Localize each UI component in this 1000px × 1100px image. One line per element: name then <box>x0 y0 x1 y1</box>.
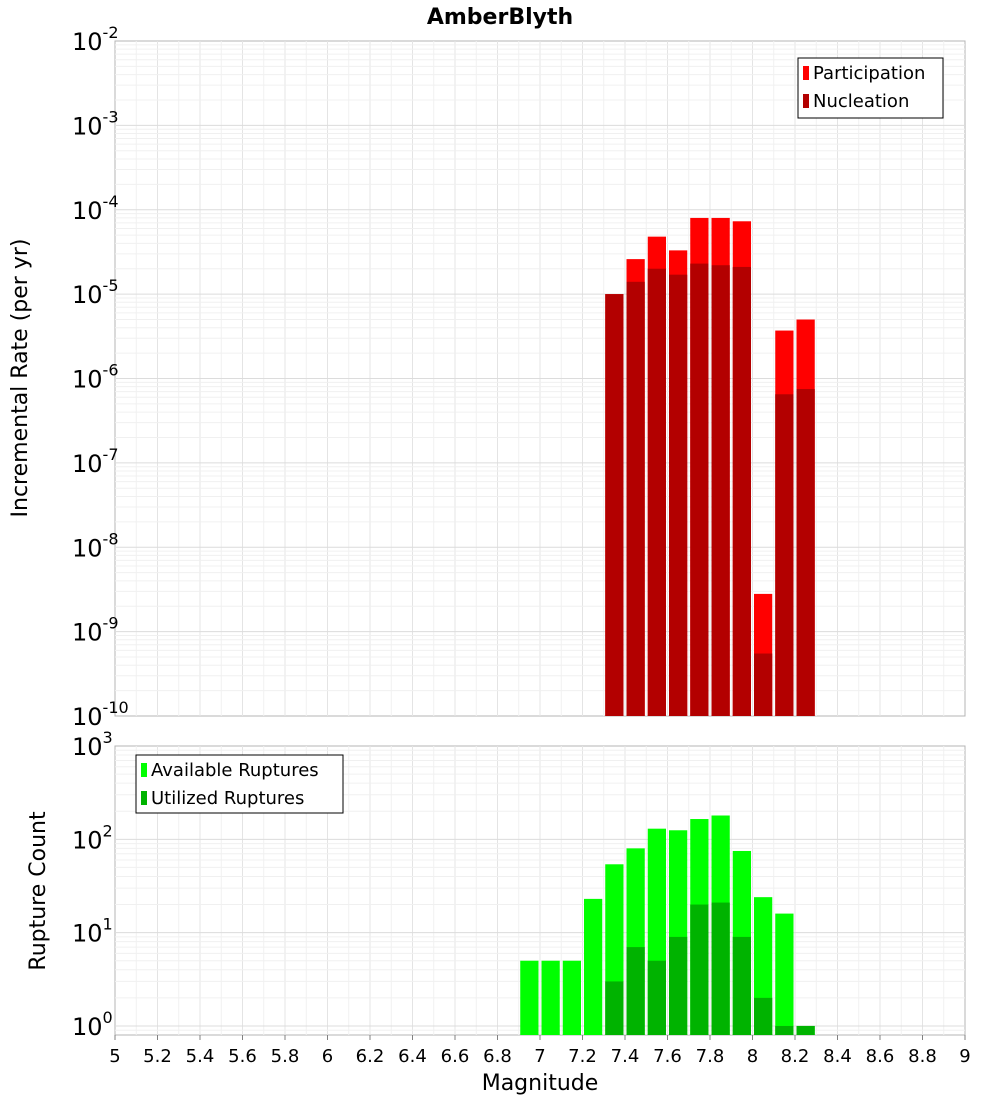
count-bar-front <box>605 981 624 1035</box>
x-axis-label: Magnitude <box>482 1071 599 1096</box>
count-bar-front <box>626 947 645 1035</box>
x-tick-label: 6.2 <box>356 1046 385 1067</box>
x-tick-label: 5.2 <box>143 1046 172 1067</box>
count-y-ticks: 103 102 101 100 <box>72 728 113 1041</box>
x-tick-label: 5 <box>109 1046 120 1067</box>
rate-bars <box>605 217 815 717</box>
participation-legend-label: Participation <box>813 63 925 84</box>
count-bars <box>520 815 815 1035</box>
y-tick-label: 10-8 <box>72 529 119 562</box>
rate-bar-front <box>711 265 730 716</box>
rate-bar-front <box>796 389 815 716</box>
count-legend: Available Ruptures Utilized Ruptures <box>135 754 344 814</box>
x-tick-label: 5.4 <box>186 1046 215 1067</box>
rate-panel: 10-2 10-3 10-4 10-5 10-6 10-7 10-8 10-9 10-10 In… <box>8 23 966 731</box>
x-tick-label: 8.4 <box>823 1046 852 1067</box>
x-tick-label: 8.2 <box>781 1046 810 1067</box>
count-y-axis-label: Rupture Count <box>26 811 51 971</box>
y-tick-label: 10-7 <box>72 445 119 478</box>
nucleation-legend-swatch <box>803 94 809 108</box>
rate-bar-front <box>605 294 624 716</box>
count-bar-front <box>775 1025 794 1035</box>
y-tick-label: 10-10 <box>72 698 129 731</box>
rate-bar-front <box>732 266 751 716</box>
rate-bar-front <box>669 274 688 716</box>
y-tick-label: 103 <box>72 728 113 761</box>
x-tick-label: 9 <box>959 1046 970 1067</box>
participation-legend-swatch <box>803 66 809 80</box>
y-tick-label: 10-2 <box>72 23 119 56</box>
count-bar-front <box>796 1025 815 1035</box>
count-bar-back <box>562 960 581 1035</box>
count-bar-back <box>520 960 539 1035</box>
available-legend-label: Available Ruptures <box>151 760 319 781</box>
x-tick-label: 5.6 <box>228 1046 257 1067</box>
rate-legend: Participation Nucleation <box>797 57 944 119</box>
count-grid <box>115 746 965 1035</box>
y-tick-label: 10-4 <box>72 192 119 225</box>
x-tick-label: 7.4 <box>611 1046 640 1067</box>
x-tick-label: 7.2 <box>568 1046 597 1067</box>
nucleation-legend-label: Nucleation <box>813 91 909 112</box>
y-tick-label: 10-6 <box>72 361 119 394</box>
x-tick-label: 6.6 <box>441 1046 470 1067</box>
rate-y-ticks: 10-2 10-3 10-4 10-5 10-6 10-7 10-8 10-9 10-10 <box>72 23 129 731</box>
rate-y-axis-label: Incremental Rate (per yr) <box>8 239 33 518</box>
count-bar-front <box>732 936 751 1035</box>
x-tick-label: 6.8 <box>483 1046 512 1067</box>
magnitude-x-ticks: 5 5.2 5.4 5.6 5.8 6 6.2 6.4 6.6 6.8 7 7.2 7.4 7.6 7.8 8… <box>109 1035 971 1067</box>
utilized-legend-label: Utilized Ruptures <box>151 788 304 809</box>
rate-bar-front <box>647 268 666 716</box>
y-tick-label: 10-5 <box>72 276 119 309</box>
x-tick-label: 5.8 <box>271 1046 300 1067</box>
y-tick-label: 10-9 <box>72 614 119 647</box>
count-bar-front <box>754 997 773 1035</box>
x-tick-label: 8.8 <box>908 1046 937 1067</box>
rate-grid <box>115 41 965 716</box>
rate-bar-front <box>754 653 773 716</box>
count-bar-back <box>541 960 560 1035</box>
count-bar-front <box>711 902 730 1035</box>
rate-legend-box <box>797 57 944 119</box>
x-tick-label: 7.6 <box>653 1046 682 1067</box>
count-legend-box <box>135 754 344 814</box>
count-bar-front <box>669 936 688 1035</box>
x-tick-label: 7 <box>534 1046 545 1067</box>
y-tick-label: 10-3 <box>72 107 119 140</box>
available-legend-swatch <box>141 763 147 777</box>
utilized-legend-swatch <box>141 791 147 805</box>
count-bar-back <box>584 898 603 1035</box>
x-tick-label: 8 <box>747 1046 758 1067</box>
y-tick-label: 102 <box>72 821 113 854</box>
y-tick-label: 100 <box>72 1008 113 1041</box>
chart-title: AmberBlyth <box>427 5 573 30</box>
count-bar-front <box>647 960 666 1035</box>
rate-bar-front <box>690 263 709 716</box>
count-panel: 103 102 101 100 5 5.2 5.4 5.6 5.8 6 6.2 6.4 6.6 6.8 7… <box>26 728 971 1096</box>
x-tick-label: 6.4 <box>398 1046 427 1067</box>
y-tick-label: 101 <box>72 915 113 948</box>
rate-bar-front <box>626 281 645 716</box>
x-tick-label: 6 <box>322 1046 333 1067</box>
x-tick-label: 8.6 <box>866 1046 895 1067</box>
rate-bar-front <box>775 394 794 716</box>
count-bar-front <box>690 904 709 1035</box>
x-tick-label: 7.8 <box>696 1046 725 1067</box>
count-bar-back <box>775 913 794 1035</box>
